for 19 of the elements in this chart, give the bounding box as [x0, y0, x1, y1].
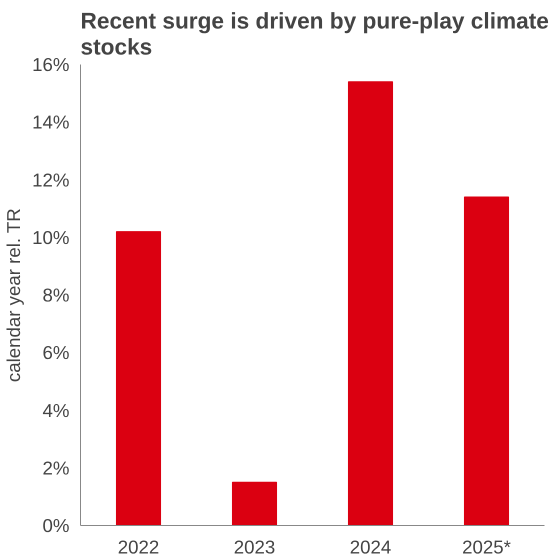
bar — [348, 81, 394, 526]
bar — [232, 482, 278, 526]
y-tick-label: 10% — [32, 226, 70, 248]
y-tick-label: 12% — [32, 169, 70, 190]
x-tick-label: 2022 — [118, 536, 160, 558]
x-tick-label: 2023 — [234, 536, 276, 558]
chart-title: Recent surge is driven by pure-play climate stocks — [80, 8, 549, 60]
y-tick-label: 8% — [42, 284, 70, 306]
y-tick-label: 2% — [42, 457, 70, 478]
x-tick-label: 2025* — [462, 536, 511, 558]
y-tick-label: 0% — [42, 515, 70, 536]
bar — [464, 196, 510, 526]
y-tick-label: 4% — [42, 400, 70, 421]
y-tick-label: 14% — [32, 112, 70, 133]
y-tick-label: 16% — [32, 54, 70, 75]
bar — [116, 231, 162, 526]
y-tick-label: 6% — [42, 342, 70, 364]
y-axis-title: calendar year rel. TR — [3, 208, 24, 382]
x-tick-label: 2024 — [350, 536, 392, 558]
